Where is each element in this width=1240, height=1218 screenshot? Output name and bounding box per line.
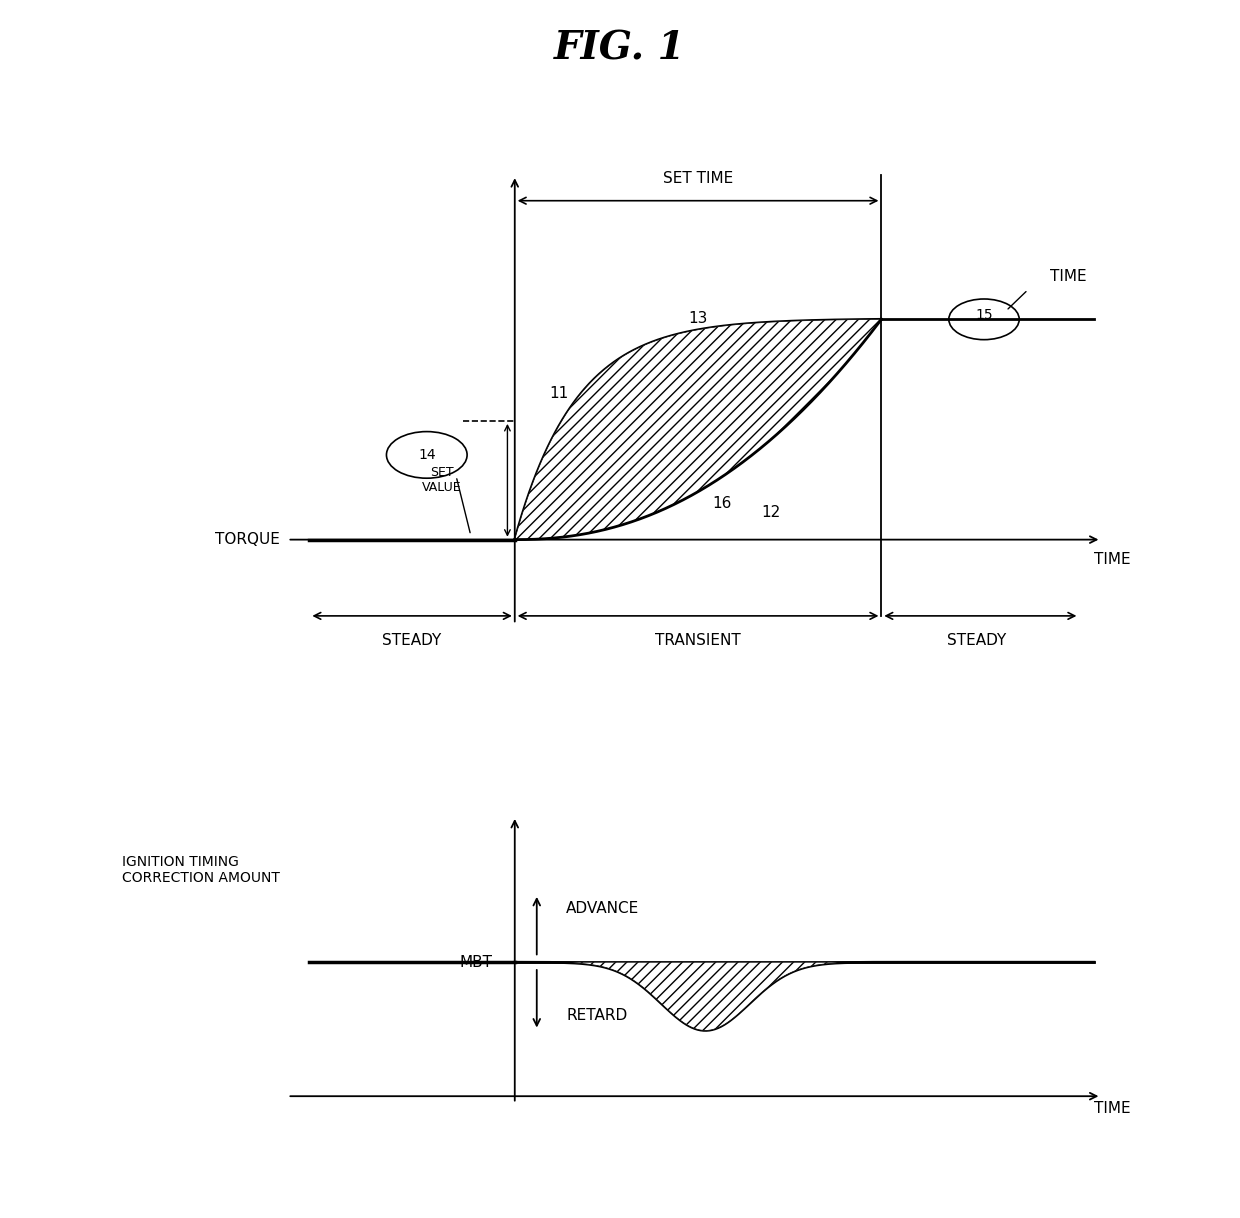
Text: 14: 14 [418, 448, 435, 462]
Text: TIME: TIME [1094, 1101, 1131, 1116]
Text: SET TIME: SET TIME [663, 171, 733, 186]
Text: ADVANCE: ADVANCE [567, 901, 640, 916]
Text: IGNITION TIMING
CORRECTION AMOUNT: IGNITION TIMING CORRECTION AMOUNT [123, 855, 280, 884]
Text: STEADY: STEADY [382, 633, 441, 648]
Text: 15: 15 [975, 308, 993, 322]
Text: STEADY: STEADY [947, 633, 1007, 648]
Text: TORQUE: TORQUE [216, 532, 280, 547]
Text: TIME: TIME [1050, 269, 1086, 285]
Text: TIME: TIME [1094, 552, 1131, 568]
Text: TRANSIENT: TRANSIENT [655, 633, 742, 648]
Text: 11: 11 [549, 386, 568, 401]
Text: 12: 12 [761, 505, 781, 520]
Text: RETARD: RETARD [567, 1009, 627, 1023]
Text: MBT: MBT [460, 955, 492, 970]
Text: SET
VALUE: SET VALUE [422, 466, 461, 495]
Text: 16: 16 [713, 496, 732, 510]
Text: 13: 13 [688, 311, 708, 326]
Text: FIG. 1: FIG. 1 [554, 29, 686, 68]
